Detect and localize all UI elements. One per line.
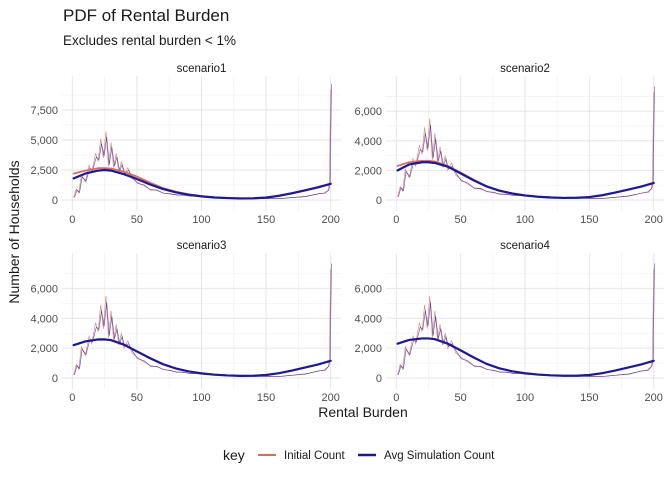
raw-line-initial-scenario1	[73, 89, 332, 199]
x-tick-label: 200	[321, 214, 339, 226]
x-tick-label: 200	[645, 214, 663, 226]
legend-label-simulation: Avg Simulation Count	[384, 450, 495, 462]
x-tick-label: 150	[257, 214, 275, 226]
x-tick-label: 100	[192, 392, 210, 404]
x-tick-label: 0	[69, 392, 75, 404]
raw-line-simulation-scenario4	[398, 263, 655, 377]
x-tick-label: 150	[580, 392, 598, 404]
panel-title-scenario4: scenario4	[500, 240, 550, 252]
y-tick-label: 2,000	[354, 165, 382, 177]
x-tick-label: 100	[516, 392, 534, 404]
y-tick-label: 2,500	[30, 165, 58, 177]
x-tick-label: 0	[69, 214, 75, 226]
smooth-line-simulation-scenario3	[72, 338, 332, 378]
raw-line-initial-scenario3	[73, 268, 332, 377]
x-tick-label: 50	[131, 392, 143, 404]
y-tick-label: 0	[376, 195, 382, 207]
smooth-line-simulation-scenario1	[72, 168, 332, 200]
x-tick-label: 50	[455, 392, 467, 404]
x-tick-label: 50	[455, 214, 467, 226]
raw-line-initial-scenario2	[397, 91, 655, 199]
x-tick-label: 100	[516, 214, 534, 226]
raw-line-simulation-scenario3	[74, 263, 332, 377]
panel-title-scenario2: scenario2	[500, 63, 550, 75]
raw-line-simulation-scenario1	[74, 84, 332, 199]
x-tick-label: 200	[321, 392, 339, 404]
y-tick-label: 2,000	[30, 343, 58, 355]
y-tick-label: 2,000	[354, 343, 382, 355]
raw-line-simulation-scenario2	[398, 86, 655, 199]
chart-subtitle: Excludes rental burden < 1%	[63, 33, 236, 48]
y-tick-label: 0	[376, 373, 382, 385]
y-tick-label: 5,000	[30, 135, 58, 147]
legend-title: key	[223, 447, 245, 463]
x-tick-label: 50	[131, 214, 143, 226]
smooth-line-simulation-scenario2	[396, 161, 655, 200]
x-axis-label: Rental Burden	[318, 404, 408, 420]
y-tick-label: 6,000	[354, 106, 382, 118]
smooth-line-simulation-scenario4	[396, 337, 655, 377]
panel-title-scenario3: scenario3	[177, 240, 227, 252]
y-tick-label: 4,000	[354, 136, 382, 148]
y-tick-label: 4,000	[30, 313, 58, 325]
x-tick-label: 150	[580, 214, 598, 226]
x-tick-label: 0	[393, 214, 399, 226]
x-tick-label: 100	[192, 214, 210, 226]
chart-title: PDF of Rental Burden	[63, 6, 230, 25]
x-tick-label: 0	[393, 392, 399, 404]
y-tick-label: 7,500	[30, 105, 58, 117]
legend-label-initial: Initial Count	[284, 450, 346, 462]
y-tick-label: 6,000	[30, 283, 58, 295]
x-tick-label: 200	[645, 392, 663, 404]
raw-line-initial-scenario4	[397, 268, 655, 377]
y-tick-label: 4,000	[354, 313, 382, 325]
y-axis-label: Number of Households	[6, 160, 22, 303]
y-tick-label: 0	[52, 195, 58, 207]
y-tick-label: 6,000	[354, 283, 382, 295]
y-tick-label: 0	[52, 373, 58, 385]
x-tick-label: 150	[257, 392, 275, 404]
panel-title-scenario1: scenario1	[177, 63, 227, 75]
